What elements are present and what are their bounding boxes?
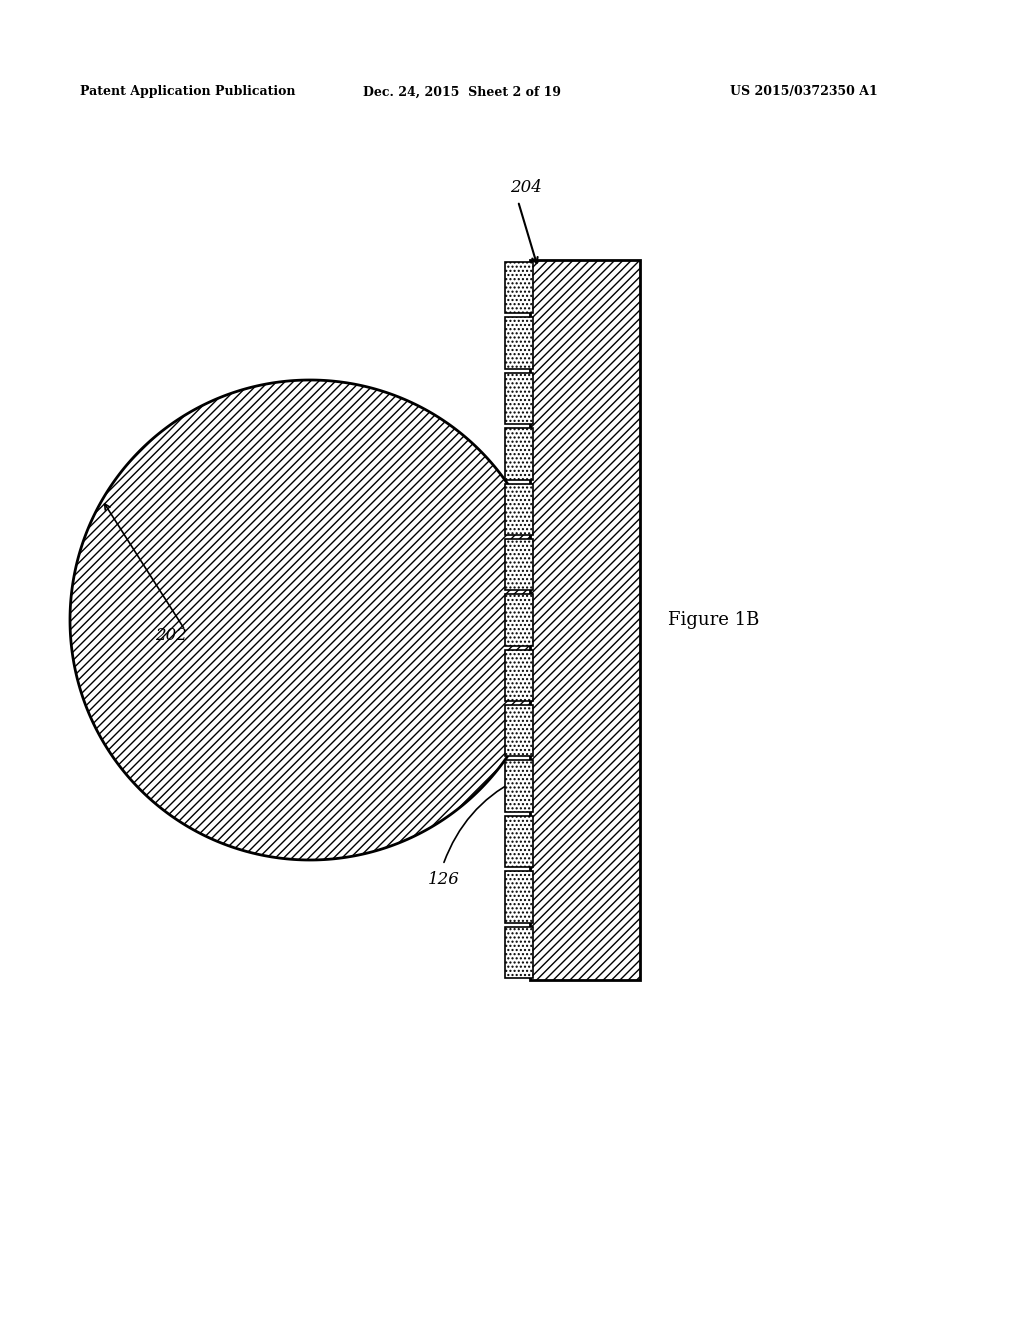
- Bar: [505, 261, 534, 313]
- Text: 204: 204: [510, 180, 542, 195]
- Bar: [505, 871, 534, 923]
- Text: Patent Application Publication: Patent Application Publication: [80, 86, 296, 99]
- Bar: [505, 705, 534, 756]
- Text: 126: 126: [428, 871, 460, 888]
- Polygon shape: [70, 380, 550, 861]
- Bar: [505, 317, 534, 368]
- Bar: [505, 372, 534, 424]
- Bar: [505, 816, 534, 867]
- Text: Dec. 24, 2015  Sheet 2 of 19: Dec. 24, 2015 Sheet 2 of 19: [362, 86, 561, 99]
- Bar: [505, 594, 534, 645]
- Bar: [505, 428, 534, 479]
- Bar: [530, 260, 640, 979]
- Bar: [505, 760, 534, 812]
- Bar: [505, 539, 534, 590]
- Text: US 2015/0372350 A1: US 2015/0372350 A1: [730, 86, 878, 99]
- Bar: [505, 649, 534, 701]
- Bar: [505, 483, 534, 535]
- Text: Figure 1B: Figure 1B: [668, 611, 760, 630]
- Bar: [505, 927, 534, 978]
- Text: 202: 202: [155, 627, 186, 644]
